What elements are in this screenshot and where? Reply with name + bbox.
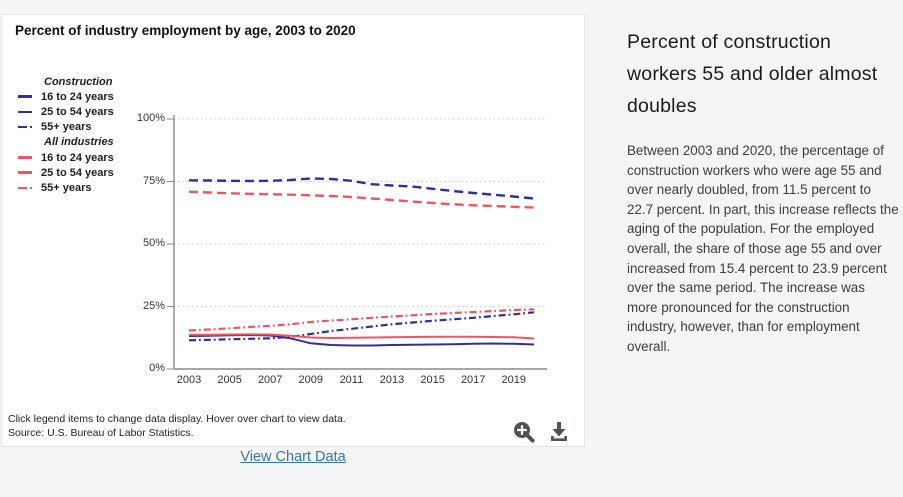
- dashdot-swatch-icon: [18, 186, 34, 190]
- article-heading: Percent of construction workers 55 and o…: [627, 31, 878, 117]
- legend-item-construction-16-24[interactable]: 16 to 24 years: [18, 89, 168, 104]
- legend-hint-text: Click legend items to change data displa…: [8, 413, 346, 425]
- zoom-chart-button[interactable]: [511, 419, 537, 445]
- x-axis-label: 2007: [257, 374, 283, 386]
- legend-item-label: 16 to 24 years: [41, 151, 114, 164]
- line-swatch-icon: [18, 95, 34, 99]
- legend-item-all-25-54[interactable]: 25 to 54 years: [18, 165, 168, 180]
- series-construction-55-years[interactable]: [188, 311, 535, 342]
- legend-item-label: 16 to 24 years: [41, 90, 114, 103]
- download-icon: [551, 422, 567, 441]
- y-axis-label: 100%: [136, 112, 165, 124]
- x-axis-label: 2003: [176, 374, 202, 386]
- legend-group-construction: Construction: [44, 75, 113, 88]
- chart-legend: Construction 16 to 24 years 25 to 54 yea…: [18, 74, 168, 196]
- legend-item-label: 55+ years: [41, 181, 92, 194]
- chart-title: Percent of industry employment by age, 2…: [15, 23, 356, 38]
- legend-item-all-16-24[interactable]: 16 to 24 years: [18, 150, 168, 165]
- line-swatch-icon: [18, 156, 34, 159]
- article-panel: Percent of construction workers 55 and o…: [627, 26, 899, 357]
- series-all-industries-16-to-24-years[interactable]: [189, 333, 535, 340]
- view-chart-data-link[interactable]: View Chart Data: [240, 449, 346, 465]
- employment-line-chart[interactable]: [2, 15, 586, 448]
- legend-item-label: 25 to 54 years: [41, 105, 114, 118]
- y-axis-label: 0%: [149, 362, 165, 374]
- chart-panel: Percent of industry employment by age, 2…: [1, 14, 585, 447]
- legend-group-all-industries: All industries: [44, 136, 114, 149]
- x-axis-label: 2011: [339, 374, 364, 386]
- dashdot-swatch-icon: [18, 125, 34, 129]
- source-text: Source: U.S. Bureau of Labor Statistics.: [8, 426, 194, 439]
- x-axis-label: 2019: [501, 374, 527, 386]
- legend-item-construction-55plus[interactable]: 55+ years: [18, 120, 168, 135]
- series-all-industries-25-to-54-years[interactable]: [188, 190, 535, 209]
- line-swatch-icon: [18, 171, 34, 175]
- view-chart-data-row: View Chart Data: [1, 448, 585, 466]
- x-axis-label: 2015: [420, 374, 445, 386]
- x-axis-label: 2017: [460, 374, 486, 386]
- x-axis-label: 2009: [298, 374, 324, 386]
- series-construction-25-to-54-years[interactable]: [188, 177, 535, 200]
- legend-item-construction-25-54[interactable]: 25 to 54 years: [18, 104, 168, 119]
- y-axis-label: 75%: [142, 174, 165, 187]
- legend-item-label: 25 to 54 years: [41, 166, 114, 179]
- chart-footnote: Click legend items to change data displa…: [8, 413, 346, 440]
- download-chart-button[interactable]: [546, 419, 572, 445]
- y-axis-label: 25%: [142, 299, 165, 312]
- series-all-industries-55-years[interactable]: [188, 308, 535, 332]
- line-swatch-icon: [18, 110, 34, 114]
- legend-item-label: 55+ years: [41, 121, 92, 134]
- magnifier-zoom-icon: [514, 422, 535, 443]
- y-axis-label: 50%: [142, 237, 165, 249]
- legend-item-all-55plus[interactable]: 55+ years: [18, 180, 168, 195]
- x-axis-label: 2005: [217, 374, 242, 386]
- x-axis-label: 2013: [379, 374, 405, 386]
- article-body: Between 2003 and 2020, the percentage of…: [627, 143, 899, 354]
